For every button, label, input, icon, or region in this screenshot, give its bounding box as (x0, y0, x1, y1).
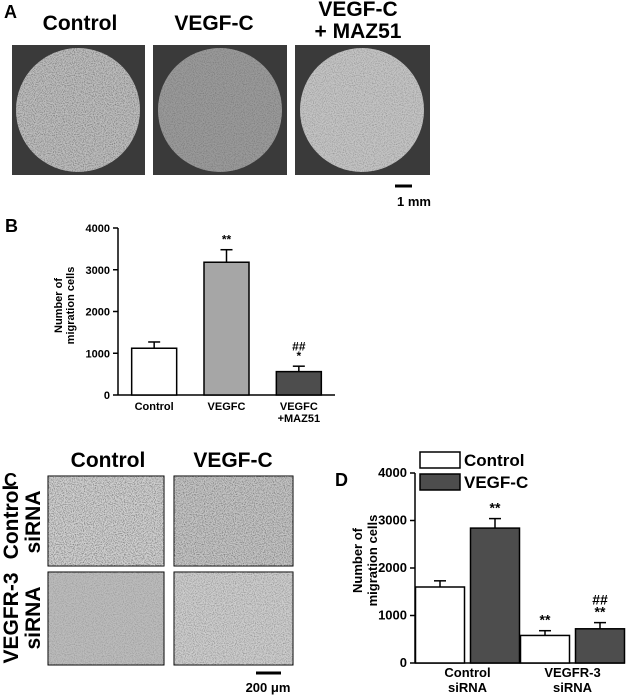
legend-swatch (419, 451, 461, 469)
bar (414, 586, 466, 664)
scale-label: 1 mm (397, 194, 431, 209)
column-label: VEGF-C (193, 449, 272, 472)
y-tick-label: 4000 (378, 465, 407, 480)
migration-images (47, 475, 294, 666)
dish-images (12, 45, 430, 175)
legend-label: VEGF-C (464, 473, 528, 492)
x-tick-label: VEGFC (208, 401, 246, 413)
significance-label: ** (595, 604, 606, 620)
row-label: VEGFR-3siRNA (0, 572, 45, 663)
y-tick-label: 2000 (86, 307, 110, 319)
x-tick-label: Control (135, 401, 174, 413)
significance-label: ** (222, 233, 232, 247)
bar (519, 634, 571, 664)
significance-label: ## (292, 340, 306, 354)
image-label: VEGF-C + MAZ51 (315, 0, 402, 43)
y-tick-label: 3000 (86, 265, 110, 277)
legend-swatch (419, 473, 461, 491)
bar (130, 347, 178, 396)
x-tick-label: Control siRNA (444, 665, 490, 695)
y-tick-label: 1000 (86, 348, 110, 360)
x-tick-label: VEGFC +MAZ51 (278, 401, 321, 425)
image-label: VEGF-C (174, 12, 253, 35)
bar (574, 628, 626, 664)
x-tick-label: VEGFR-3 siRNA (544, 665, 600, 695)
y-axis-label: Number ofmigration cells (350, 515, 380, 607)
column-label: Control (71, 449, 146, 472)
panel-letter: B (5, 216, 18, 236)
y-tick-label: 3000 (378, 513, 407, 528)
bar (469, 527, 521, 664)
y-tick-label: 0 (104, 390, 110, 402)
significance-label: ## (592, 592, 608, 608)
legend-label: Control (464, 451, 524, 470)
significance-label: * (296, 349, 301, 363)
panel-letter: A (4, 2, 17, 22)
panel-letter: C (4, 470, 17, 490)
y-tick-label: 0 (400, 655, 407, 670)
significance-label: ** (490, 500, 501, 516)
significance-label: ** (540, 612, 551, 628)
bar (203, 261, 250, 396)
y-axis-label: Number ofmigration cells (53, 267, 77, 345)
panel-letter: D (335, 470, 348, 490)
y-tick-label: 1000 (378, 608, 407, 623)
y-tick-label: 4000 (86, 223, 110, 235)
row-label: ControlsiRNA (0, 485, 45, 560)
image-label: Control (43, 12, 118, 35)
scale-label: 200 μm (246, 680, 291, 695)
y-tick-label: 2000 (378, 560, 407, 575)
bar (275, 370, 323, 396)
